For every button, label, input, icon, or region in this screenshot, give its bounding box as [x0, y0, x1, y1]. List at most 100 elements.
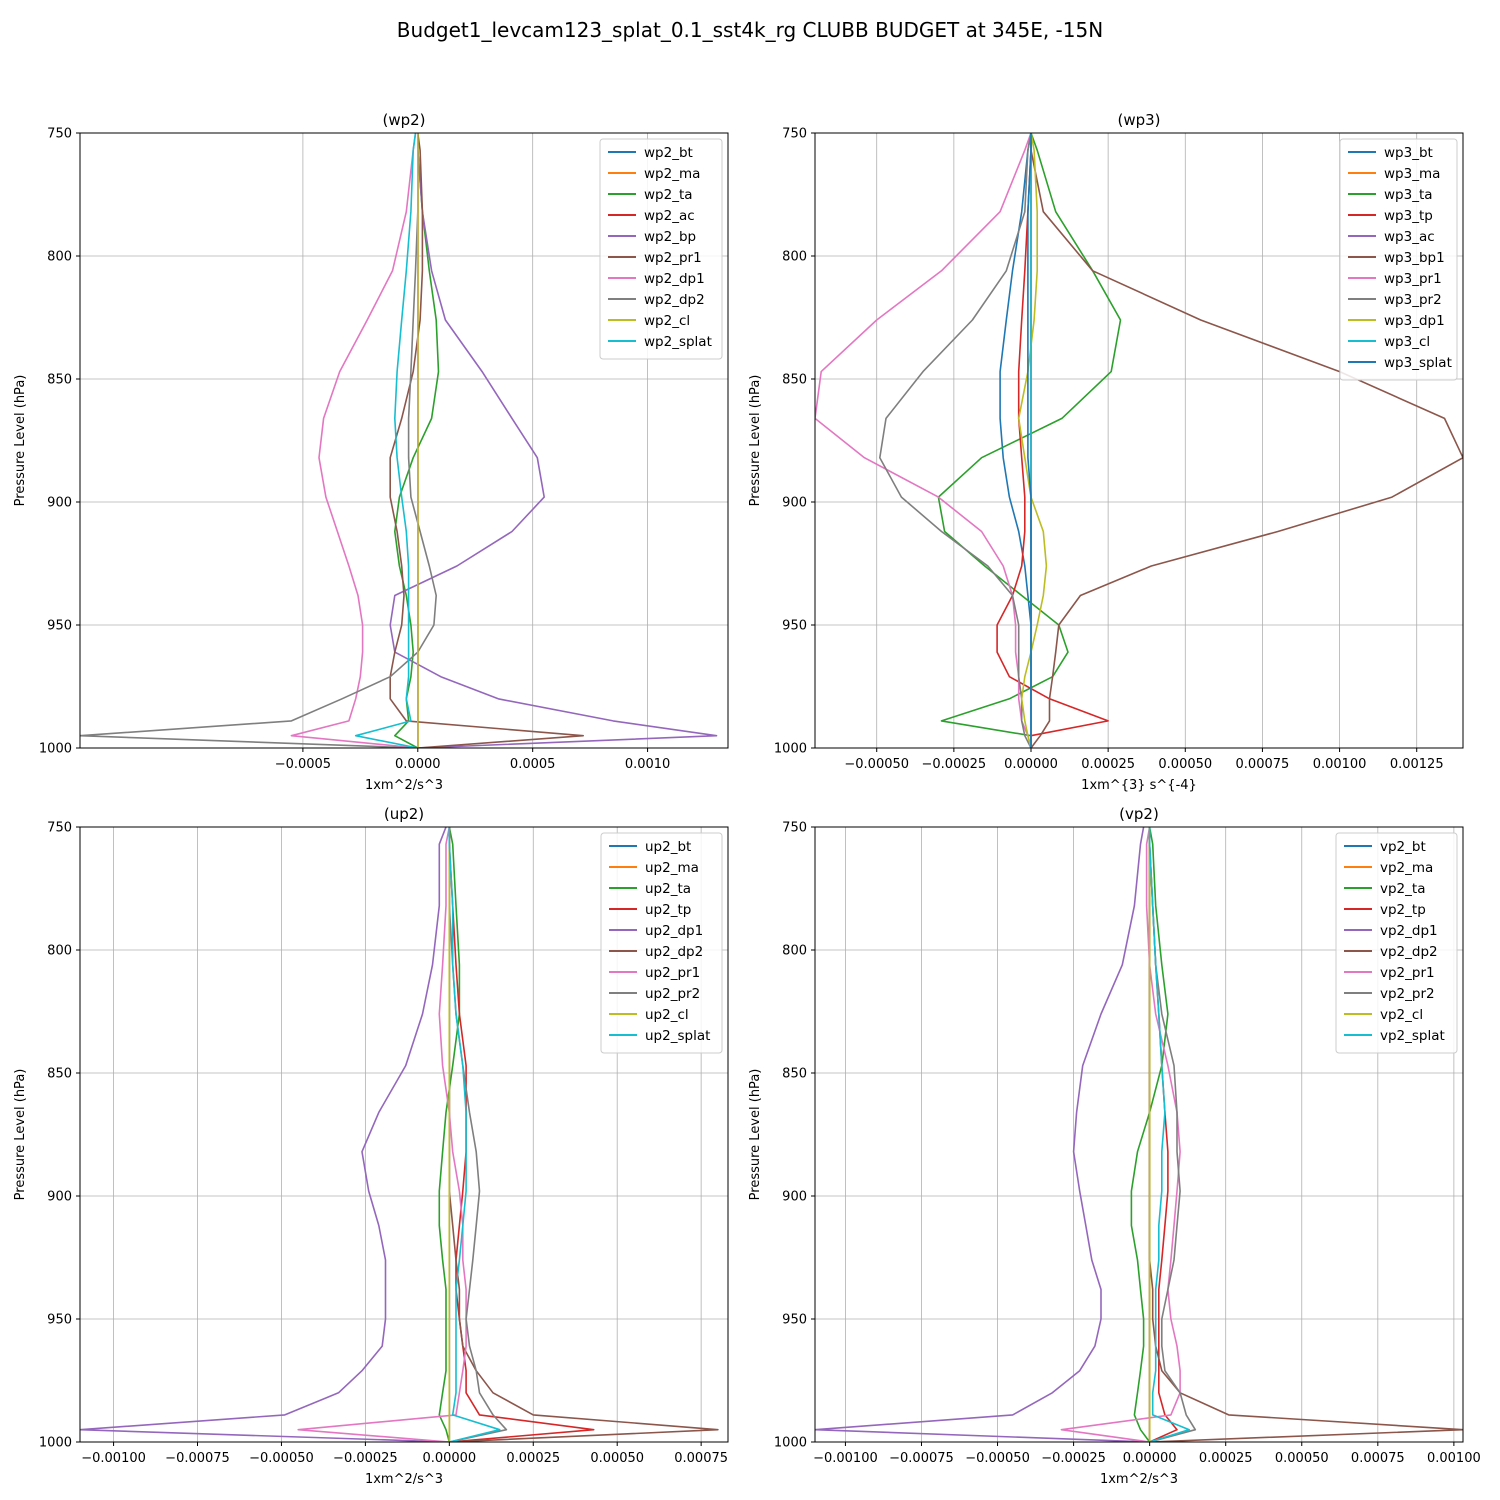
y-tick-label: 900 — [782, 496, 807, 511]
x-axis-label: 1xm^2/s^3 — [365, 1472, 443, 1487]
series-lines — [815, 827, 1463, 1442]
legend: up2_bt up2_ma up2_ta up2_tp up2_dp1 up2_dp2up… — [600, 832, 723, 1054]
y-tick-label: 800 — [782, 944, 807, 959]
legend-label: wp3_ma — [1384, 166, 1440, 182]
subplot-title: (wp3) — [1117, 111, 1160, 129]
x-axis-label: 1xm^{3} s^{-4} — [1081, 778, 1197, 793]
x-tick-label: −0.00050 — [965, 1451, 1030, 1466]
series-line-vp2_ta — [1130, 827, 1169, 1442]
legend-label: vp2_dp1 — [1380, 923, 1438, 939]
subplot-title: (wp2) — [382, 111, 425, 129]
y-tick-label: 850 — [47, 373, 72, 388]
x-tick-label: 0.00050 — [1158, 757, 1212, 772]
legend-label: wp3_cl — [1384, 334, 1430, 350]
axes-frame — [79, 826, 729, 1443]
legend-label: wp3_ta — [1384, 187, 1433, 203]
legend-label: up2_ma — [645, 860, 699, 876]
y-tick-label: 1000 — [774, 742, 807, 757]
y-tick-label: 950 — [782, 1313, 807, 1328]
series-line-wp2_dp1 — [290, 133, 418, 748]
legend-label: up2_bt — [645, 839, 691, 855]
y-tick-label: 900 — [47, 496, 72, 511]
figure-suptitle: Budget1_levcam123_splat_0.1_sst4k_rg CLU… — [397, 18, 1103, 42]
x-tick-label: 0.00050 — [590, 1451, 644, 1466]
x-tick-label: −0.0005 — [275, 757, 331, 772]
y-tick-label: 950 — [47, 619, 72, 634]
x-tick-label: −0.00100 — [813, 1451, 878, 1466]
y-tick-label: 750 — [782, 821, 807, 836]
legend-label: vp2_ma — [1380, 860, 1433, 876]
x-tick-label: −0.00025 — [922, 757, 987, 772]
series-line-up2_ta — [438, 827, 461, 1442]
subplot-up2: −0.00100 −0.00075 −0.00050 −0.00025 0.00000 0… — [13, 805, 729, 1487]
legend-label: wp2_dp1 — [644, 271, 705, 287]
subplot-title: (vp2) — [1119, 805, 1159, 823]
x-tick-label: 0.00000 — [422, 1451, 476, 1466]
legend-label: wp3_dp1 — [1384, 313, 1445, 329]
y-tick-label: 800 — [47, 250, 72, 265]
y-tick-label: 1000 — [774, 1436, 807, 1451]
legend-label: wp3_ac — [1384, 229, 1435, 245]
legend-label: wp2_ta — [644, 187, 693, 203]
x-tick-label: 0.00100 — [1427, 1451, 1481, 1466]
series-line-up2_splat — [448, 827, 501, 1442]
legend-label: wp2_pr1 — [644, 250, 702, 266]
series-line-wp3_dp1 — [1017, 133, 1048, 748]
legend-label: wp3_pr2 — [1384, 292, 1442, 308]
y-tick-label: 900 — [782, 1190, 807, 1205]
y-tick-label: 750 — [47, 127, 72, 142]
legend-label: wp3_splat — [1384, 355, 1452, 371]
series-line-vp2_splat — [1148, 827, 1190, 1442]
legend-label: up2_dp2 — [645, 944, 703, 960]
series-line-wp2_splat — [354, 133, 418, 748]
legend-label: wp2_bp — [644, 229, 696, 245]
axes-frame — [79, 132, 729, 749]
y-axis-label: Pressure Level (hPa) — [748, 1069, 763, 1201]
series-lines — [815, 133, 1463, 748]
y-tick-label: 750 — [47, 821, 72, 836]
series-line-wp2_pr1 — [389, 133, 585, 748]
series-line-vp2_dp1 — [815, 827, 1150, 1442]
legend-label: up2_ta — [645, 881, 691, 897]
legend-label: wp2_bt — [644, 145, 693, 161]
x-tick-label: 0.00075 — [674, 1451, 728, 1466]
x-tick-label: 0.00050 — [1275, 1451, 1329, 1466]
x-tick-label: 0.00100 — [1313, 757, 1367, 772]
y-tick-label: 850 — [782, 373, 807, 388]
x-tick-label: −0.00075 — [889, 1451, 954, 1466]
subplot-wp3: −0.00050 −0.00025 0.00000 0.00025 0.00050 0.0… — [748, 111, 1464, 793]
legend-label: wp2_dp2 — [644, 292, 705, 308]
x-tick-label: 0.00025 — [506, 1451, 560, 1466]
x-tick-label: 0.00025 — [1199, 1451, 1253, 1466]
subplot-wp2: −0.0005 0.0000 0.0005 0.0010 750 800 850 900 950… — [13, 111, 729, 793]
x-tick-label: −0.00025 — [333, 1451, 398, 1466]
x-tick-label: 0.00000 — [1123, 1451, 1177, 1466]
series-lines — [80, 827, 719, 1442]
legend-label: vp2_bt — [1380, 839, 1426, 855]
x-tick-label: −0.00075 — [165, 1451, 230, 1466]
legend-label: vp2_pr2 — [1380, 986, 1435, 1002]
legend-label: wp2_ac — [644, 208, 695, 224]
legend-label: vp2_cl — [1380, 1007, 1423, 1023]
legend-label: wp2_splat — [644, 334, 712, 350]
series-line-wp2_dp2 — [80, 133, 438, 748]
y-tick-label: 950 — [47, 1313, 72, 1328]
subplot-grid: −0.0005 0.0000 0.0005 0.0010 750 800 850 900 950… — [13, 111, 1481, 1487]
subplot-title: (up2) — [384, 805, 424, 823]
series-lines — [80, 133, 718, 748]
series-line-wp3_bp1 — [1030, 133, 1463, 748]
x-tick-label: 0.00025 — [1081, 757, 1135, 772]
x-tick-label: 0.00125 — [1390, 757, 1444, 772]
y-axis-label: Pressure Level (hPa) — [748, 375, 763, 507]
series-line-wp3_splat — [1027, 133, 1032, 748]
legend-label: up2_dp1 — [645, 923, 703, 939]
legend-label: vp2_pr1 — [1380, 965, 1435, 981]
y-tick-label: 850 — [47, 1067, 72, 1082]
legend-label: up2_cl — [645, 1007, 689, 1023]
legend-label: vp2_tp — [1380, 902, 1426, 918]
x-tick-label: −0.00025 — [1041, 1451, 1106, 1466]
series-line-up2_tp — [448, 827, 595, 1442]
subplot-vp2: −0.00100 −0.00075 −0.00050 −0.00025 0.00000 0… — [748, 805, 1481, 1487]
